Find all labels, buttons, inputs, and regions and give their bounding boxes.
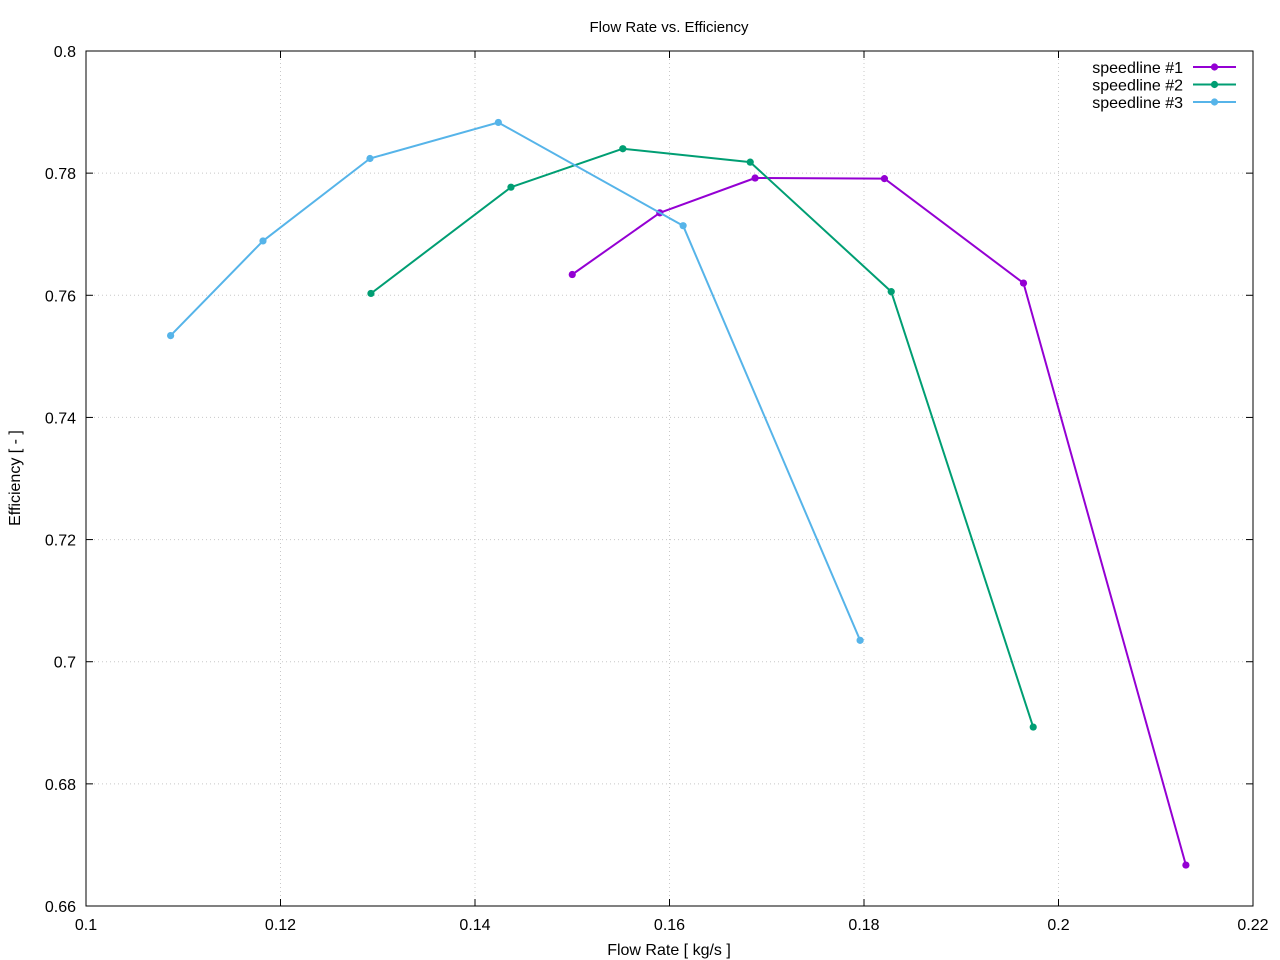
plot-series: [167, 118, 1190, 869]
data-point: [167, 331, 175, 340]
data-point: [751, 174, 759, 182]
legend-marker: [1210, 80, 1219, 89]
data-point: [1182, 861, 1190, 869]
legend-item: speedline #1: [1092, 60, 1236, 77]
y-tick-label: 0.7: [54, 655, 76, 672]
chart-title: Flow Rate vs. Efficiency: [590, 19, 749, 36]
x-tick-label: 0.16: [654, 917, 685, 934]
legend-label: speedline #1: [1092, 60, 1183, 77]
data-point: [887, 288, 895, 296]
y-tick-label: 0.78: [45, 166, 76, 183]
data-point: [1019, 279, 1028, 287]
series-2: [367, 145, 1037, 731]
data-point: [507, 183, 515, 191]
series-line: [169, 121, 862, 641]
legend-label: speedline #2: [1092, 78, 1183, 95]
legend-marker: [1210, 63, 1219, 71]
legend-item: speedline #2: [1092, 78, 1236, 95]
y-tick-label: 0.68: [45, 777, 76, 794]
data-point: [367, 289, 375, 298]
y-tick-label: 0.74: [45, 410, 76, 427]
data-point: [1029, 723, 1037, 731]
y-tick-label: 0.72: [45, 533, 76, 550]
series-3: [167, 118, 864, 644]
x-tick-label: 0.14: [459, 917, 490, 934]
x-tick-label: 0.18: [848, 917, 879, 934]
legend-marker: [1210, 98, 1219, 106]
y-axis-title: Efficiency [ - ]: [7, 430, 24, 526]
data-point: [679, 222, 687, 230]
x-axis-title: Flow Rate [ kg/s ]: [607, 942, 731, 959]
y-tick-label: 0.8: [54, 44, 76, 61]
data-point: [746, 158, 754, 166]
axis-ticks: 0.1 0.12 0.14 0.16 0.18 0.2 0.22 0.66 0.68 0.7 0.7…: [45, 44, 1269, 934]
legend-label: speedline #3: [1092, 95, 1183, 112]
data-point: [494, 118, 502, 127]
x-tick-label: 0.12: [265, 917, 296, 934]
data-point: [366, 154, 374, 163]
series-1: [568, 174, 1190, 869]
data-point: [259, 237, 267, 245]
series-line: [370, 147, 1035, 728]
legend-item: speedline #3: [1092, 95, 1236, 112]
y-tick-label: 0.66: [45, 899, 76, 916]
x-tick-label: 0.2: [1047, 917, 1069, 934]
grid: [86, 51, 1253, 906]
data-point: [880, 175, 889, 183]
data-point: [619, 145, 627, 153]
y-tick-label: 0.76: [45, 288, 76, 305]
data-point: [568, 270, 576, 279]
x-tick-label: 0.22: [1237, 917, 1268, 934]
data-point: [856, 636, 864, 644]
x-tick-label: 0.1: [75, 917, 97, 934]
series-line: [571, 177, 1187, 866]
